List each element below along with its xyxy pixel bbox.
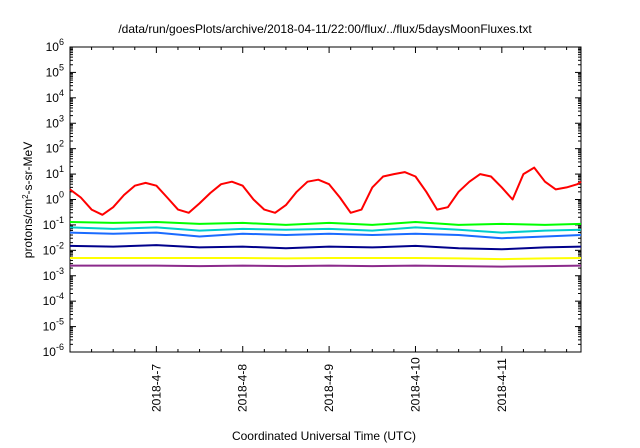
series-line-6: [70, 264, 582, 268]
y-tick-label: 106: [46, 37, 64, 54]
y-tick-label: 102: [46, 139, 64, 156]
y-tick-label: 10-3: [43, 266, 64, 283]
series-line-3: [69, 231, 582, 240]
x-tick-label: 2018-4-7: [149, 364, 163, 412]
chart-title: /data/run/goesPlots/archive/2018-04-11/2…: [118, 22, 532, 36]
x-tick-label: 2018-4-10: [408, 357, 422, 412]
y-tick-label: 105: [46, 62, 64, 79]
series-line-2: [69, 226, 582, 234]
y-tick-label: 10-4: [43, 291, 64, 308]
y-tick-label: 100: [46, 190, 64, 207]
y-tick-label: 10-6: [43, 342, 64, 359]
y-tick-label: 103: [46, 113, 64, 130]
x-axis-title: Coordinated Universal Time (UTC): [232, 429, 416, 443]
y-tick-label: 101: [46, 164, 64, 181]
y-tick-label: 104: [46, 88, 64, 105]
series-line-5: [70, 257, 582, 261]
y-tick-label: 10-2: [43, 240, 64, 257]
y-axis-title: protons/cm2-s-sr-MeV: [21, 142, 36, 258]
series-line-0: [69, 166, 582, 216]
x-tick-label: 2018-4-8: [236, 364, 250, 412]
y-tick-label: 10-5: [43, 317, 64, 334]
series-line-4: [69, 244, 582, 251]
series-line-1: [69, 221, 582, 226]
plot-area: 10-6 10-5 10-4 10-3 10-2 10-1 100 101 102 103 104 1…: [43, 37, 582, 412]
x-tick-label: 2018-4-9: [322, 364, 336, 412]
y-tick-label: 10-1: [43, 215, 64, 232]
plot-frame: [69, 46, 582, 353]
x-tick-label: 2018-4-11: [495, 358, 509, 412]
